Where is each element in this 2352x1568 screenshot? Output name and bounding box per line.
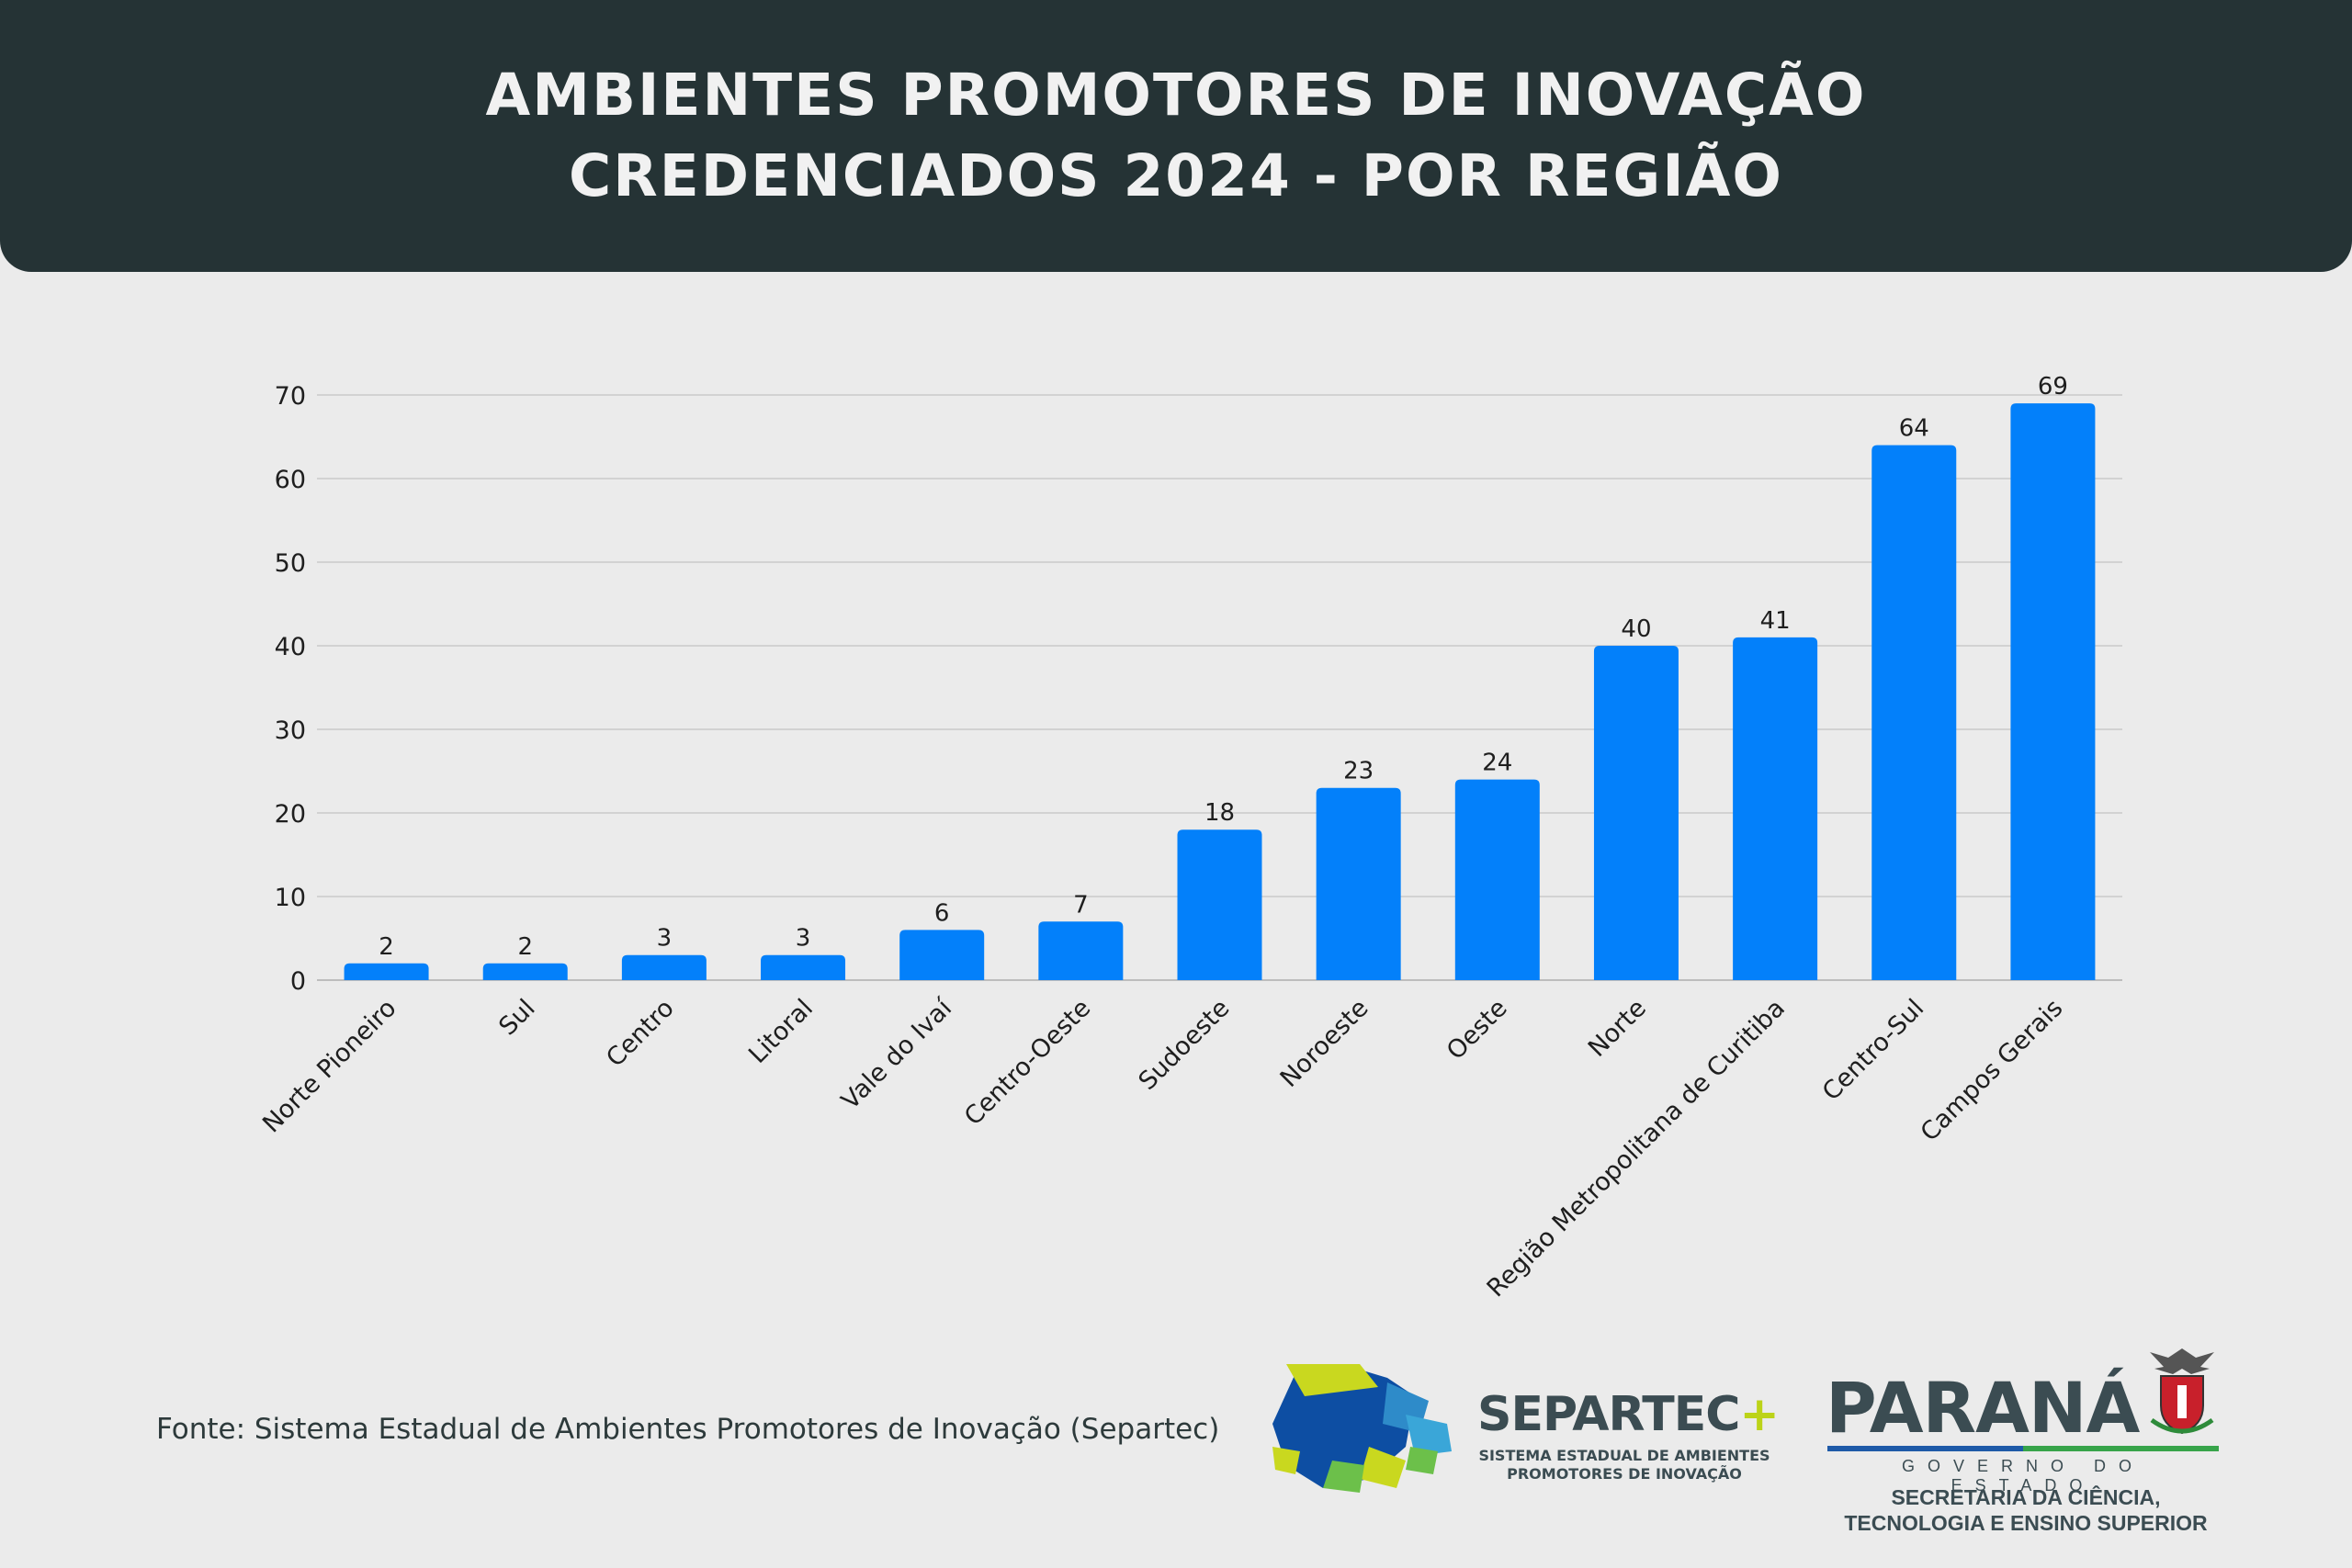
x-tick-label: Centro-Oeste	[959, 994, 1096, 1131]
x-tick-label: Centro	[601, 994, 680, 1073]
data-label: 7	[1073, 891, 1089, 919]
y-tick-label: 30	[275, 716, 306, 745]
bar	[621, 954, 707, 980]
data-label: 64	[1899, 415, 1929, 443]
chart-title-line1: AMBIENTES PROMOTORES DE INOVAÇÃO	[485, 62, 1867, 129]
bar	[1454, 779, 1540, 980]
x-tick-label: Sul	[493, 994, 540, 1041]
data-label: 3	[796, 925, 811, 953]
x-tick-label: Centro-Sul	[1817, 994, 1929, 1106]
x-tick-label: Oeste	[1442, 994, 1513, 1066]
data-label: 69	[2038, 373, 2068, 400]
y-tick-label: 60	[275, 466, 306, 494]
parana-logo: PARANÁ GOVERNO DO ESTADO SECRETARIA DA C…	[1824, 1341, 2228, 1535]
x-tick-label: Sudoeste	[1134, 994, 1236, 1096]
bar	[344, 963, 429, 980]
data-label: 18	[1204, 799, 1235, 827]
y-tick-label: 70	[275, 382, 306, 411]
x-tick-label: Norte Pioneiro	[257, 994, 401, 1138]
separtec-hexagon-icon	[1272, 1364, 1452, 1493]
parana-wordmark: PARANÁ	[1826, 1367, 2140, 1449]
y-tick-label: 40	[275, 633, 306, 661]
x-tick-label: Norte	[1583, 994, 1652, 1063]
bar-chart: 0 10 20 30 40 50 60 70 2 Norte Pioneiro 2 Sul 3 Centr…	[257, 373, 2122, 1303]
data-label: 23	[1343, 758, 1374, 785]
x-tick-label: Litoral	[743, 994, 819, 1069]
parana-divider	[1827, 1446, 2219, 1451]
data-label: 3	[657, 925, 673, 953]
title-banner: AMBIENTES PROMOTORES DE INOVAÇÃO CREDENC…	[0, 0, 2352, 272]
separtec-logo: SEPARTEC+ SISTEMA ESTADUAL DE AMBIENTES …	[1268, 1359, 1782, 1497]
parana-secretariat-label: SECRETARIA DA CIÊNCIA, TECNOLOGIA E ENSI…	[1844, 1485, 2208, 1535]
parana-government-label: GOVERNO DO ESTADO	[1901, 1457, 2144, 1495]
bar	[899, 930, 985, 980]
bar	[1871, 445, 1957, 981]
source-note: Fonte: Sistema Estadual de Ambientes Pro…	[156, 1413, 1220, 1446]
bar	[1593, 646, 1679, 980]
data-label: 2	[517, 933, 533, 961]
y-tick-label: 50	[275, 549, 306, 578]
separtec-subtitle: SISTEMA ESTADUAL DE AMBIENTES PROMOTORES…	[1478, 1447, 1770, 1483]
separtec-wordmark: SEPARTEC+	[1477, 1387, 1780, 1442]
x-tick-label: Região Metropolitana de Curitiba	[1482, 994, 1791, 1303]
bar	[1177, 829, 1262, 980]
bar	[1733, 637, 1818, 980]
bar	[1316, 787, 1401, 980]
y-tick-label: 0	[290, 967, 306, 996]
x-tick-label: Noroeste	[1275, 994, 1374, 1093]
data-label: 24	[1482, 750, 1512, 777]
chart-title-line2: CREDENCIADOS 2024 - POR REGIÃO	[569, 142, 1783, 209]
data-label: 40	[1621, 615, 1651, 643]
data-label: 6	[934, 899, 950, 927]
bar	[1038, 921, 1124, 980]
x-tick-label: Vale do Ivaí	[836, 993, 958, 1115]
bar	[2010, 403, 2096, 981]
x-tick-label: Campos Gerais	[1916, 994, 2069, 1147]
bar	[761, 954, 846, 980]
y-tick-label: 10	[275, 884, 306, 912]
data-label: 41	[1760, 607, 1791, 635]
data-label: 2	[379, 933, 394, 961]
y-tick-label: 20	[275, 800, 306, 829]
parana-coat-of-arms-icon	[2150, 1348, 2214, 1435]
bar	[482, 963, 568, 980]
